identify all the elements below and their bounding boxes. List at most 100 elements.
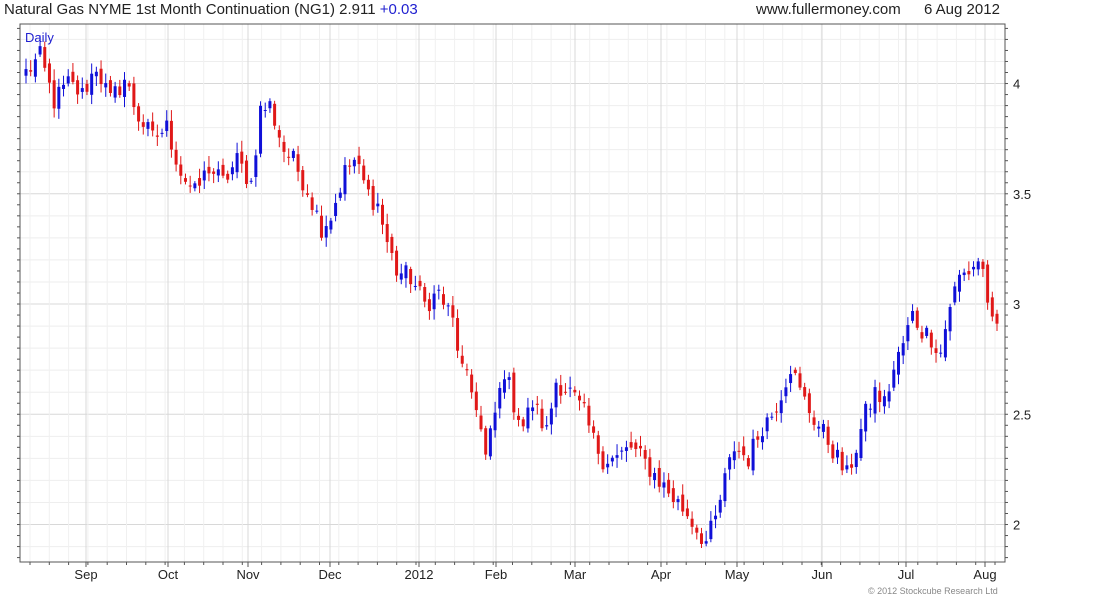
chart-header: Natural Gas NYME 1st Month Continuation … <box>0 0 1100 22</box>
candle-body <box>85 83 89 92</box>
candle-body <box>920 332 924 339</box>
candle-body <box>990 297 994 317</box>
candle-body <box>915 310 919 328</box>
candle-body <box>714 515 718 520</box>
candle-body <box>690 518 694 527</box>
candle-body <box>868 408 872 410</box>
candle-body <box>310 197 314 210</box>
candle-body <box>113 86 117 98</box>
candle-body <box>259 105 263 154</box>
candle-body <box>62 84 66 89</box>
candle-body <box>470 374 474 393</box>
last-price: 2.911 <box>339 1 376 18</box>
candle-body <box>66 76 70 84</box>
candle-body <box>892 369 896 388</box>
candle-body <box>160 132 164 134</box>
candle-body <box>831 444 835 459</box>
candle-body <box>479 415 483 430</box>
candle-body <box>249 180 253 182</box>
candle-body <box>643 450 647 459</box>
candle-body <box>352 159 356 167</box>
candle-body <box>507 377 511 380</box>
candle-body <box>770 416 774 418</box>
x-tick-label: Sep <box>74 567 97 582</box>
candle-body <box>268 101 272 109</box>
candle-body <box>587 405 591 426</box>
candle-body <box>676 499 680 503</box>
candle-body <box>437 289 441 291</box>
price-change: +0.03 <box>379 1 418 18</box>
candle-body <box>854 452 858 468</box>
candle-body <box>934 348 938 353</box>
candle-body <box>493 412 497 431</box>
instrument-name: Natural Gas NYME 1st Month Continuation … <box>4 1 335 18</box>
candle-body <box>343 165 347 195</box>
candle-body <box>43 47 47 68</box>
candle-body <box>399 273 403 280</box>
candle-body <box>277 130 281 138</box>
x-tick-label: Mar <box>564 567 587 582</box>
candle-body <box>165 120 169 132</box>
candle-body <box>789 374 793 384</box>
candle-body <box>244 160 248 184</box>
candle-body <box>596 435 600 454</box>
candle-body <box>549 408 553 425</box>
candle-body <box>33 59 37 77</box>
x-tick-label: Jun <box>812 567 833 582</box>
candle-body <box>517 415 521 420</box>
candle-body <box>94 71 98 77</box>
candle-body <box>864 403 868 432</box>
candle-body <box>521 419 525 427</box>
candle-body <box>657 467 661 487</box>
candle-body <box>976 261 980 270</box>
candle-body <box>535 403 539 405</box>
candle-body <box>882 396 886 407</box>
candle-body <box>911 311 915 321</box>
candle-body <box>793 369 797 374</box>
candle-body <box>681 494 685 512</box>
x-tick-label: Feb <box>485 567 507 582</box>
candle-body <box>723 473 727 502</box>
candle-body <box>221 164 225 176</box>
candle-body <box>582 402 586 404</box>
site-link[interactable]: www.fullermoney.com <box>756 1 901 18</box>
candle-body <box>972 266 976 270</box>
candle-body <box>141 122 145 127</box>
candle-body <box>47 63 51 83</box>
candle-body <box>554 382 558 408</box>
candle-body <box>371 186 375 210</box>
candle-body <box>957 274 961 292</box>
candle-body <box>57 86 61 109</box>
candle-body <box>967 271 971 275</box>
candle-body <box>995 313 999 324</box>
candle-body <box>132 83 136 108</box>
candle-body <box>362 165 366 181</box>
candle-body <box>315 210 319 212</box>
candle-body <box>531 407 535 412</box>
candle-body <box>216 169 220 176</box>
candle-body <box>80 88 84 92</box>
candle-body <box>704 541 708 544</box>
candle-body <box>123 79 127 97</box>
candle-body <box>432 293 436 310</box>
copyright-notice: © 2012 Stockcube Research Ltd <box>868 586 998 596</box>
candle-body <box>751 438 755 471</box>
candle-body <box>179 164 183 176</box>
candle-body <box>146 122 150 129</box>
candle-body <box>742 446 746 456</box>
candle-body <box>324 226 328 238</box>
candle-body <box>803 387 807 397</box>
candle-body <box>925 327 929 336</box>
candle-body <box>409 269 413 285</box>
candle-body <box>291 150 295 158</box>
candle-body <box>939 352 943 354</box>
x-tick-label: Oct <box>158 567 179 582</box>
candle-body <box>610 457 614 462</box>
candle-body <box>728 457 732 470</box>
candle-body <box>488 428 492 457</box>
candle-body <box>878 390 882 403</box>
candle-body <box>962 272 966 276</box>
candle-body <box>24 69 28 76</box>
candle-body <box>545 425 549 427</box>
candle-body <box>629 442 633 448</box>
